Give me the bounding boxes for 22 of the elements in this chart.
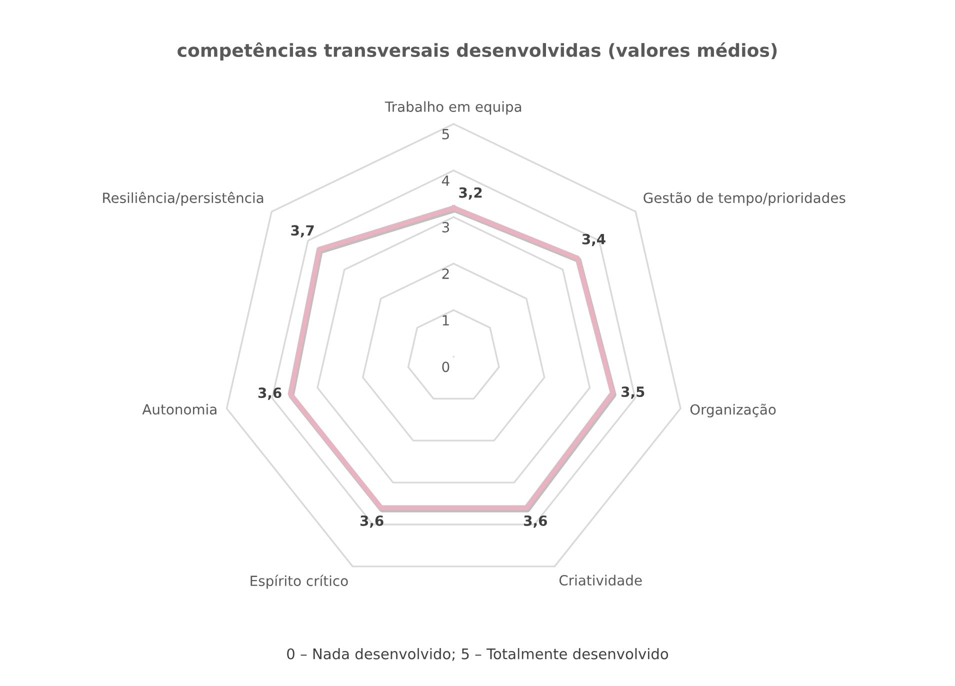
data-label: 3,4 bbox=[582, 234, 606, 246]
y-tick-label: 3 bbox=[442, 222, 450, 232]
spoke-label: Criatividade bbox=[559, 574, 642, 586]
y-tick-label: 0 bbox=[442, 362, 450, 372]
y-tick-label: 2 bbox=[442, 268, 449, 279]
chart-title: competências transversais desenvolvidas (valores médios) bbox=[178, 42, 777, 61]
data-label: 3,5 bbox=[622, 386, 644, 399]
text: 0 – Nada desenvolvido; 5 – Totalmente desenvolvido bbox=[287, 648, 668, 661]
spoke-label: Resiliência/persistência bbox=[103, 192, 264, 206]
y-tick-label: 4 bbox=[442, 176, 450, 186]
spoke-label: Organização bbox=[690, 404, 776, 418]
data-label: 3,6 bbox=[360, 515, 384, 528]
data-label: 3,6 bbox=[258, 388, 282, 400]
y-tick-label: 1 bbox=[442, 315, 449, 326]
data-label: 3,2 bbox=[459, 187, 482, 200]
y-tick-label: 5 bbox=[442, 129, 449, 140]
spoke-label: Gestão de tempo/prioridades bbox=[644, 192, 846, 206]
data-label: 3,6 bbox=[524, 515, 547, 528]
spoke-label: Autonomia bbox=[142, 404, 216, 415]
spoke-label: Trabalho em equipa bbox=[384, 101, 522, 115]
spoke-label: Espírito crítico bbox=[250, 574, 348, 589]
data-label: 3,7 bbox=[291, 225, 314, 238]
